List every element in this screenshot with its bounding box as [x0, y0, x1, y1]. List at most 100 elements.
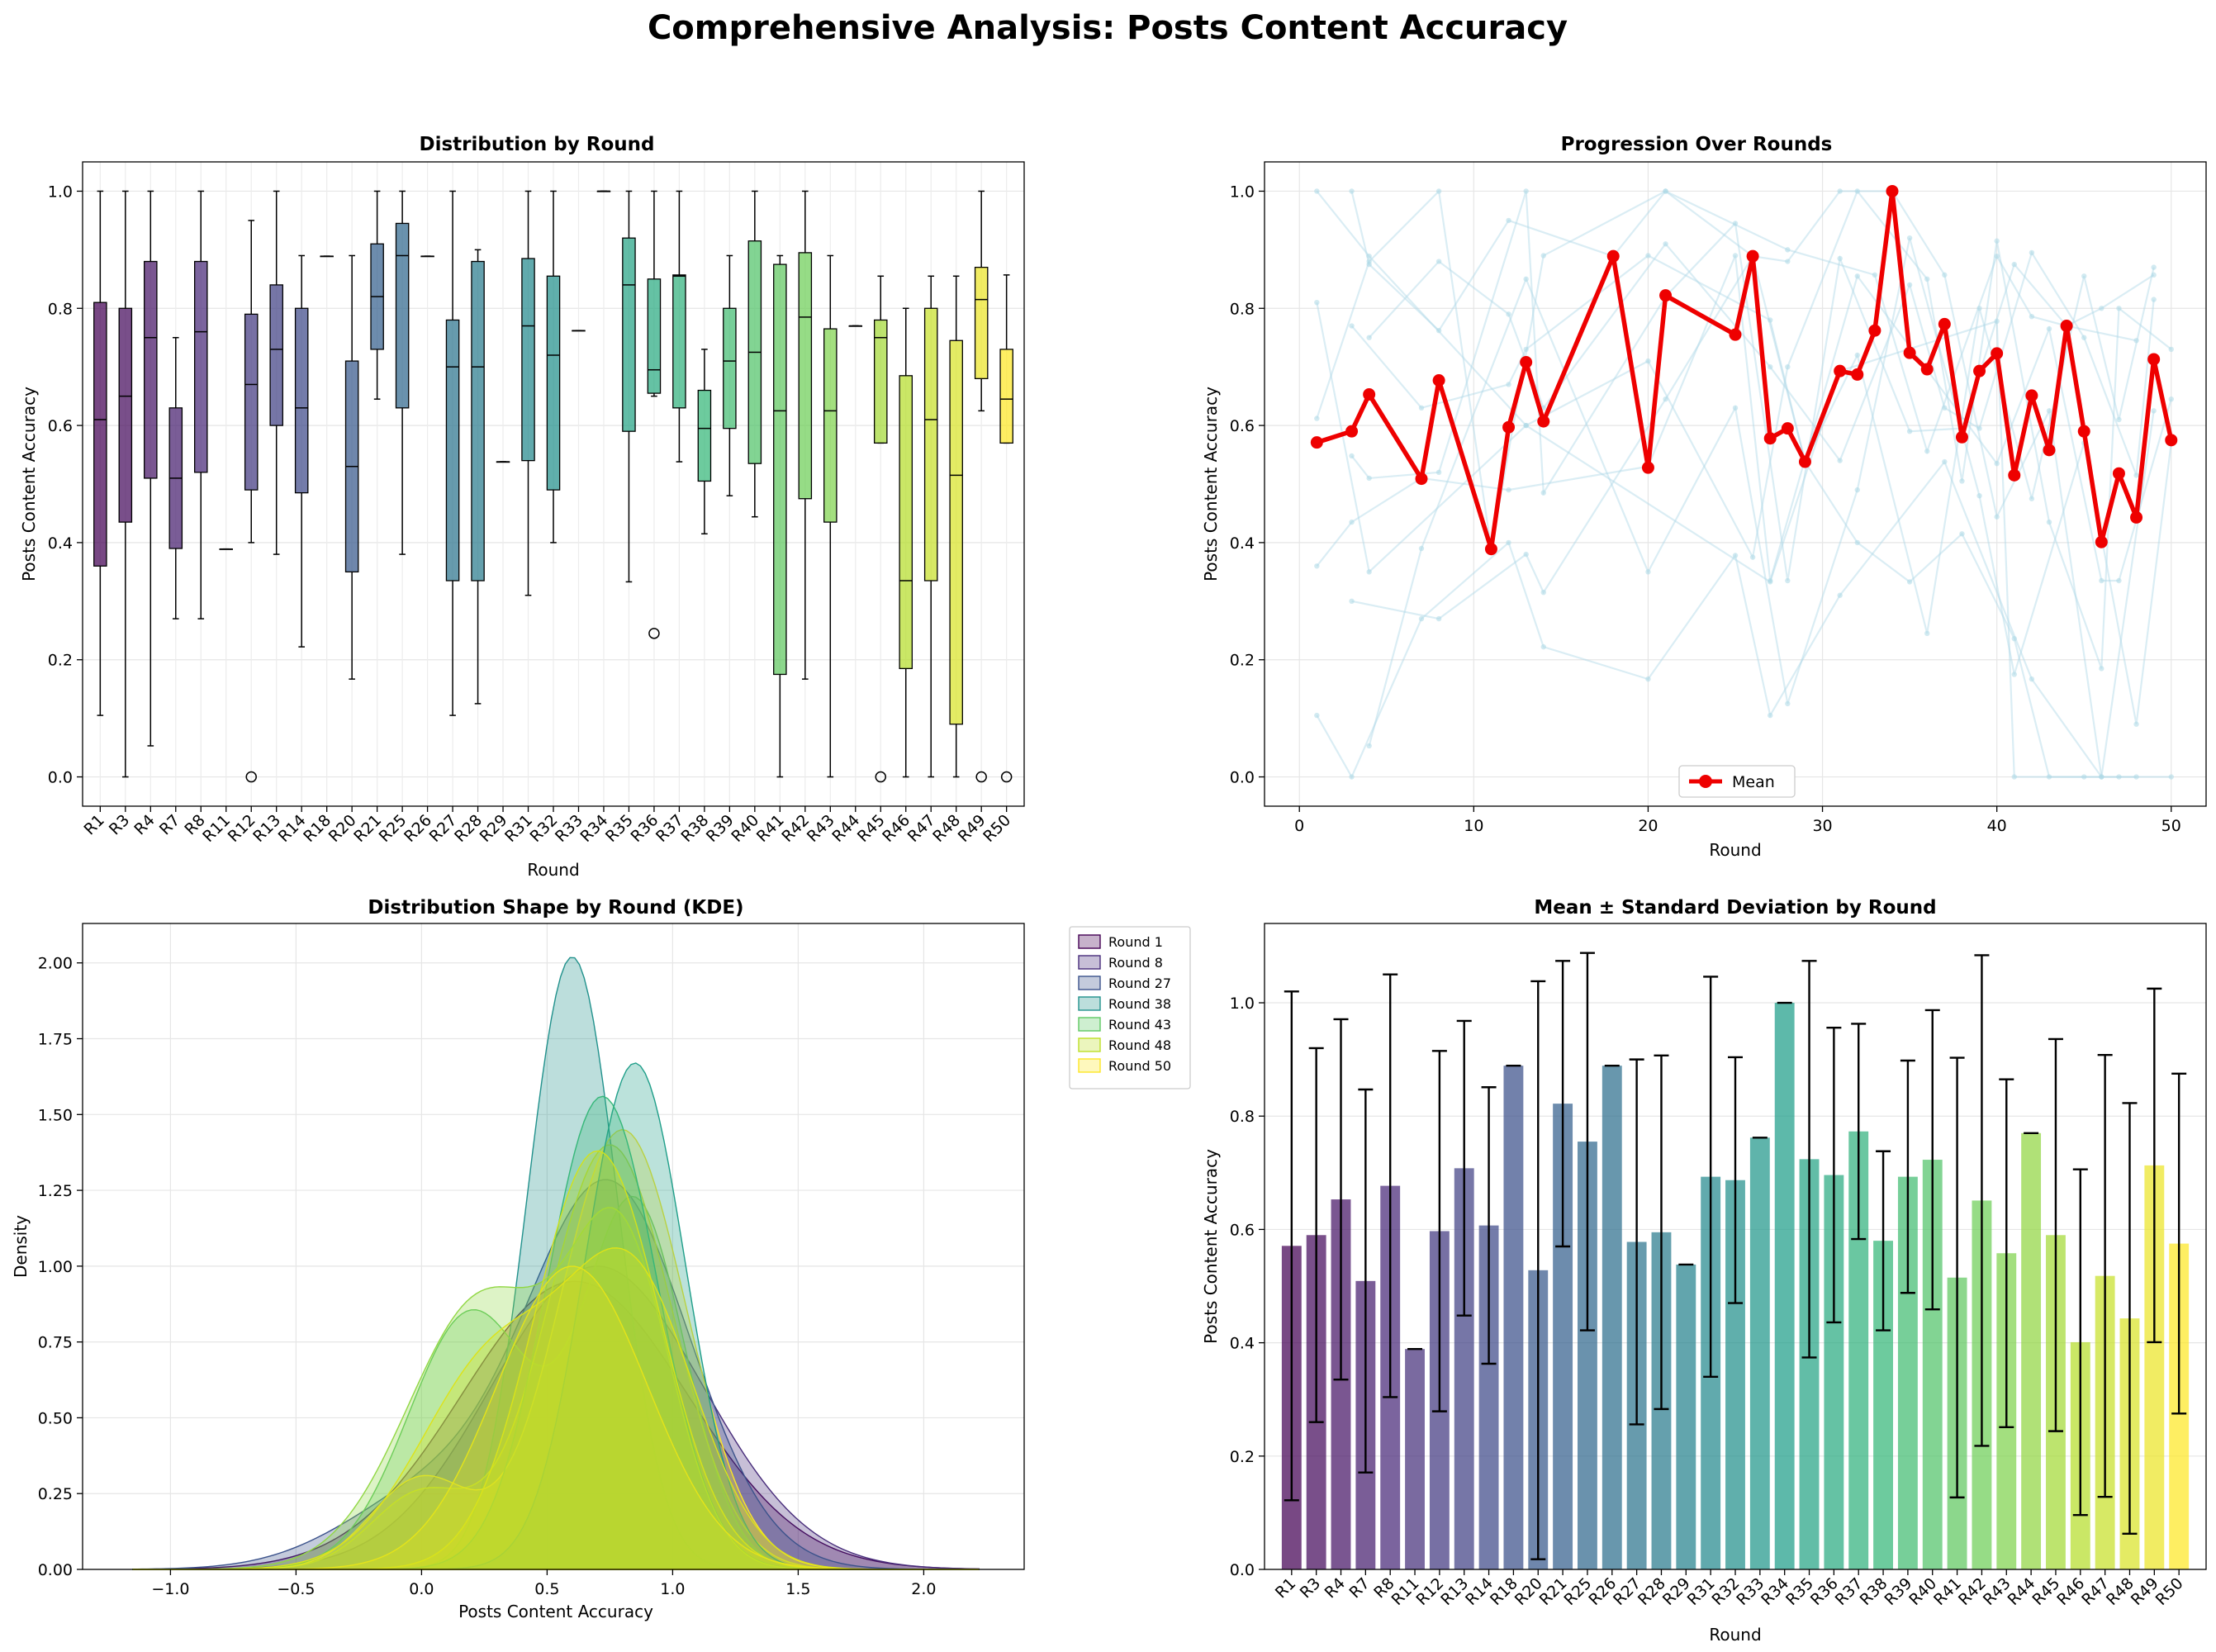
box-flier: [1000, 771, 1013, 783]
individual-trace-point: [1418, 405, 1425, 411]
box-R7: [168, 336, 183, 620]
kde-ytick-label: 0.50: [38, 1409, 73, 1427]
individual-trace-point: [1418, 545, 1425, 552]
individual-trace-line: [1316, 189, 2103, 777]
individual-trace-point: [2081, 774, 2087, 780]
bar-R45: [2046, 1037, 2066, 1569]
box-body: [445, 319, 460, 582]
mean-point: [1484, 543, 1497, 556]
box-R3: [118, 190, 133, 778]
kde-plot-frame: [82, 923, 1025, 1570]
individual-trace-point: [2168, 774, 2174, 780]
individual-trace-point: [1540, 253, 1546, 259]
box-body: [471, 260, 485, 582]
individual-trace-point: [1959, 478, 1965, 484]
box-body: [294, 307, 309, 494]
individual-trace-point: [1523, 346, 1529, 353]
kde-plot-title: Distribution Shape by Round (KDE): [368, 897, 743, 919]
individual-trace-point: [1314, 299, 1320, 306]
kde-legend-label: Round 1: [1108, 934, 1163, 950]
individual-trace-point: [2099, 666, 2104, 672]
kde-legend-swatch: [1078, 955, 1101, 970]
individual-trace-point: [1976, 425, 1982, 431]
box-R41: [773, 254, 787, 778]
box-R39: [723, 254, 737, 496]
bar-ytick-label: 0.6: [1230, 1221, 1255, 1239]
kde-legend: Round 1 Round 8 Round 27 Round 38 Round 43 Ro…: [1069, 926, 1191, 1089]
individual-trace-point: [1854, 188, 1860, 194]
box-flier: [648, 628, 660, 639]
bar-R21: [1553, 960, 1573, 1569]
individual-trace-point: [2151, 272, 2157, 278]
individual-trace-point: [2099, 306, 2104, 311]
box-plot-marks: [93, 190, 1013, 783]
kde-legend-swatch: [1078, 976, 1101, 990]
line-ytick-label: 0.4: [1230, 534, 1255, 553]
individual-trace-point: [1768, 577, 1773, 584]
line-xtick-label: 10: [1464, 817, 1483, 835]
individual-trace-point: [1506, 311, 1511, 317]
box-R26: [420, 255, 434, 258]
mean-point: [2025, 389, 2038, 402]
bar-R39: [1897, 1059, 1918, 1569]
individual-trace-point: [1906, 282, 1913, 288]
individual-trace-point: [1785, 259, 1791, 264]
individual-trace-point: [1314, 563, 1320, 569]
individual-trace-point: [1540, 643, 1546, 650]
kde-legend-label: Round 8: [1108, 955, 1163, 971]
individual-trace-point: [1837, 458, 1843, 463]
panel-line-plot: Progression Over Rounds 0.0 0.2 0.4 0.6 0.8 1…: [1201, 134, 2207, 860]
box-R34: [596, 190, 611, 192]
individual-trace-point: [1924, 630, 1930, 637]
bar: [1601, 1066, 1622, 1569]
line-xtick-label: 40: [1987, 817, 2007, 835]
box-R40: [747, 190, 762, 518]
box-xtick-label: R1: [80, 811, 107, 838]
bar-R37: [1848, 1023, 1869, 1569]
individual-trace-point: [1523, 422, 1529, 429]
mean-point: [1973, 364, 1986, 377]
individual-trace-line: [1351, 254, 2171, 778]
individual-trace-point: [1906, 235, 1913, 241]
individual-trace-point: [1523, 188, 1529, 194]
box-R50: [999, 274, 1013, 783]
box-R44: [848, 325, 863, 327]
bar-R31: [1701, 976, 1721, 1569]
bar-R41: [1947, 1056, 1967, 1569]
bar-R50: [2169, 1072, 2190, 1569]
bar-R18: [1503, 1064, 1524, 1569]
kde-xtick-label: 0.0: [409, 1580, 434, 1598]
box-R18: [320, 255, 334, 258]
individual-trace-point: [2081, 335, 2087, 340]
individual-trace-point: [1854, 487, 1860, 493]
box-ytick-label: 0.0: [48, 769, 73, 787]
box-body: [193, 260, 208, 473]
individual-trace-point: [2116, 577, 2122, 584]
individual-trace-point: [1366, 743, 1372, 749]
bar-R25: [1578, 952, 1597, 1569]
individual-trace: [1314, 253, 2174, 584]
individual-trace-point: [1349, 598, 1355, 605]
individual-trace-point: [1942, 405, 1948, 411]
mean-point: [2060, 320, 2073, 333]
mean-point: [1798, 455, 1811, 468]
individual-trace-point: [1506, 487, 1511, 493]
individual-trace-point: [2029, 496, 2035, 501]
bar-R36: [1824, 1027, 1844, 1569]
mean-point: [1537, 415, 1550, 428]
individual-trace-point: [1768, 363, 1773, 370]
bar: [1749, 1137, 1770, 1569]
box-R31: [521, 190, 535, 596]
individual-trace-point: [1663, 188, 1668, 194]
individual-trace-point: [1506, 382, 1511, 387]
individual-trace-point: [1768, 712, 1773, 719]
individual-trace-point: [2099, 774, 2104, 780]
legend-mean-label: Mean: [1732, 773, 1775, 791]
box-xtick-label: R4: [130, 811, 158, 838]
bar-xtick-label: R50: [2152, 1574, 2187, 1609]
mean-point: [2147, 353, 2161, 366]
individual-trace-point: [2046, 774, 2052, 780]
individual-trace-point: [2011, 261, 2017, 268]
individual-trace: [1366, 241, 2157, 478]
box-R47: [923, 275, 938, 778]
